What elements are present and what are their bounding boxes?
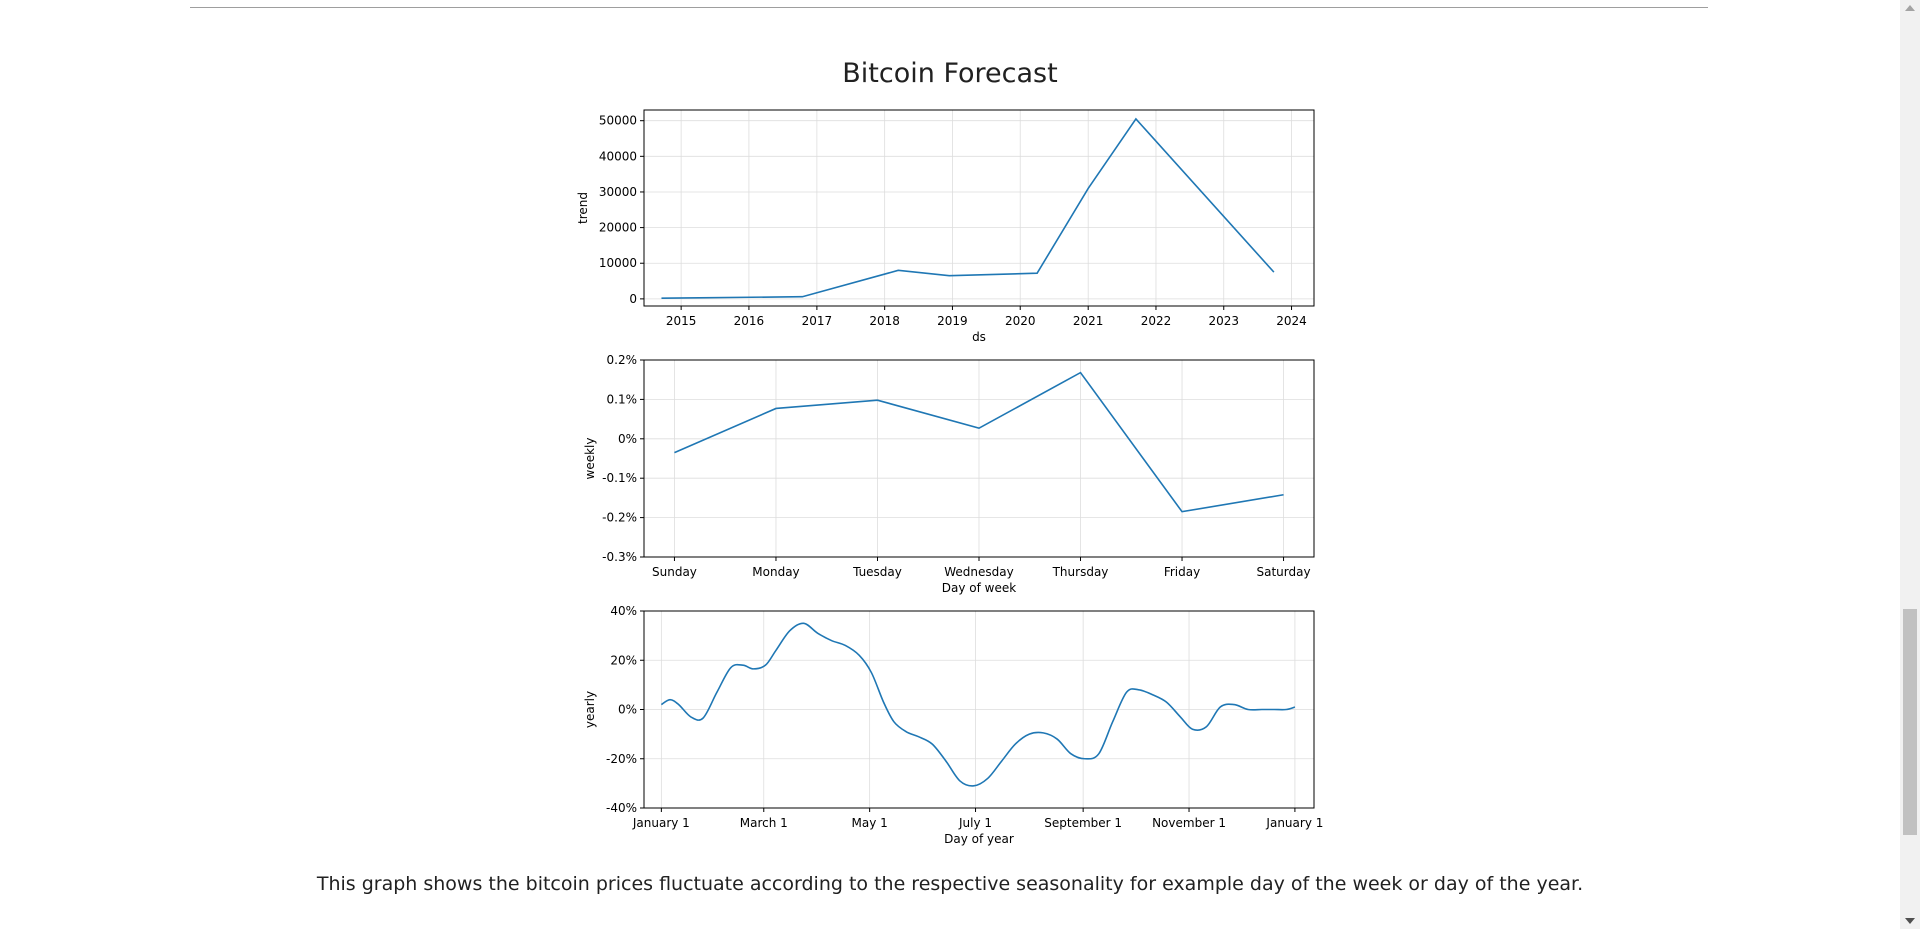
scroll-up-icon[interactable] (1905, 5, 1915, 11)
trend-panel-frame (643, 109, 1315, 307)
x-tick-label: Wednesday (944, 565, 1013, 579)
x-tick-label: Friday (1164, 565, 1200, 579)
trend-panel-grid (644, 110, 1314, 306)
x-tick-label: Saturday (1257, 565, 1311, 579)
vertical-scrollbar[interactable] (1900, 0, 1920, 929)
y-tick-label: 30000 (599, 185, 637, 199)
yearly-panel-series-line (660, 622, 1296, 787)
x-tick-label: 2022 (1141, 314, 1172, 328)
x-tick-label: March 1 (740, 816, 788, 830)
y-tick-label: 0 (629, 292, 637, 306)
trend-panel-xlabel: ds (972, 330, 986, 344)
x-tick-label: November 1 (1152, 816, 1226, 830)
yearly-panel-grid (644, 610, 1314, 809)
x-tick-label: Tuesday (852, 565, 902, 579)
x-tick-label: September 1 (1044, 816, 1122, 830)
x-tick-label: Thursday (1052, 565, 1109, 579)
y-tick-label: -20% (606, 752, 637, 766)
top-divider (190, 7, 1708, 8)
y-tick-label: 20000 (599, 221, 637, 235)
y-tick-label: -0.3% (602, 550, 637, 564)
x-tick-label: 2023 (1208, 314, 1239, 328)
y-tick-label: 0% (618, 703, 637, 717)
weekly-panel-xlabel: Day of week (942, 581, 1016, 595)
x-tick-label: Monday (752, 565, 799, 579)
y-tick-label: 20% (610, 653, 637, 667)
weekly-panel: Sunday Monday Tuesday Wednesday Thursday Frid… (583, 353, 1315, 595)
y-tick-label: 0.1% (607, 392, 638, 406)
y-tick-label: 40000 (599, 149, 637, 163)
yearly-panel: January 1 March 1 May 1 July 1 September 1 No… (583, 604, 1323, 846)
trend-panel-ylabel: trend (576, 192, 590, 224)
x-tick-label: July 1 (958, 816, 992, 830)
x-tick-label: 2024 (1276, 314, 1307, 328)
x-tick-label: 2017 (802, 314, 833, 328)
trend-panel-series-line (661, 117, 1275, 299)
x-tick-label: 2016 (734, 314, 765, 328)
x-tick-label: 2018 (869, 314, 900, 328)
x-tick-label: January 1 (1265, 816, 1323, 830)
weekly-panel-ylabel: weekly (583, 438, 597, 480)
x-tick-label: January 1 (632, 816, 690, 830)
scrollbar-thumb[interactable] (1903, 609, 1917, 835)
y-tick-label: 40% (610, 604, 637, 618)
y-tick-label: 0.2% (607, 353, 638, 367)
figure-caption: This graph shows the bitcoin prices fluc… (316, 873, 1584, 895)
yearly-panel-ylabel: yearly (583, 691, 597, 728)
y-tick-label: 50000 (599, 114, 637, 128)
scroll-down-icon[interactable] (1905, 918, 1915, 924)
x-tick-label: 2019 (937, 314, 968, 328)
y-tick-label: 0% (618, 432, 637, 446)
weekly-panel-series-line (674, 371, 1284, 513)
y-tick-label: -0.2% (602, 511, 637, 525)
trend-panel: 2015 2016 2017 2018 2019 2020 2021 2022 2023 2024… (576, 109, 1315, 344)
y-tick-label: -0.1% (602, 471, 637, 485)
x-tick-label: May 1 (852, 816, 888, 830)
x-tick-label: 2020 (1005, 314, 1036, 328)
x-tick-label: Sunday (652, 565, 697, 579)
x-tick-label: 2021 (1073, 314, 1104, 328)
y-tick-label: 10000 (599, 256, 637, 270)
x-tick-label: 2015 (666, 314, 697, 328)
forecast-components-figure: 2015 2016 2017 2018 2019 2020 2021 2022 2023 2024… (576, 109, 1323, 846)
weekly-panel-grid (644, 359, 1314, 558)
y-tick-label: -40% (606, 801, 637, 815)
figure-title: Bitcoin Forecast (842, 58, 1058, 89)
yearly-panel-xlabel: Day of year (944, 832, 1014, 846)
